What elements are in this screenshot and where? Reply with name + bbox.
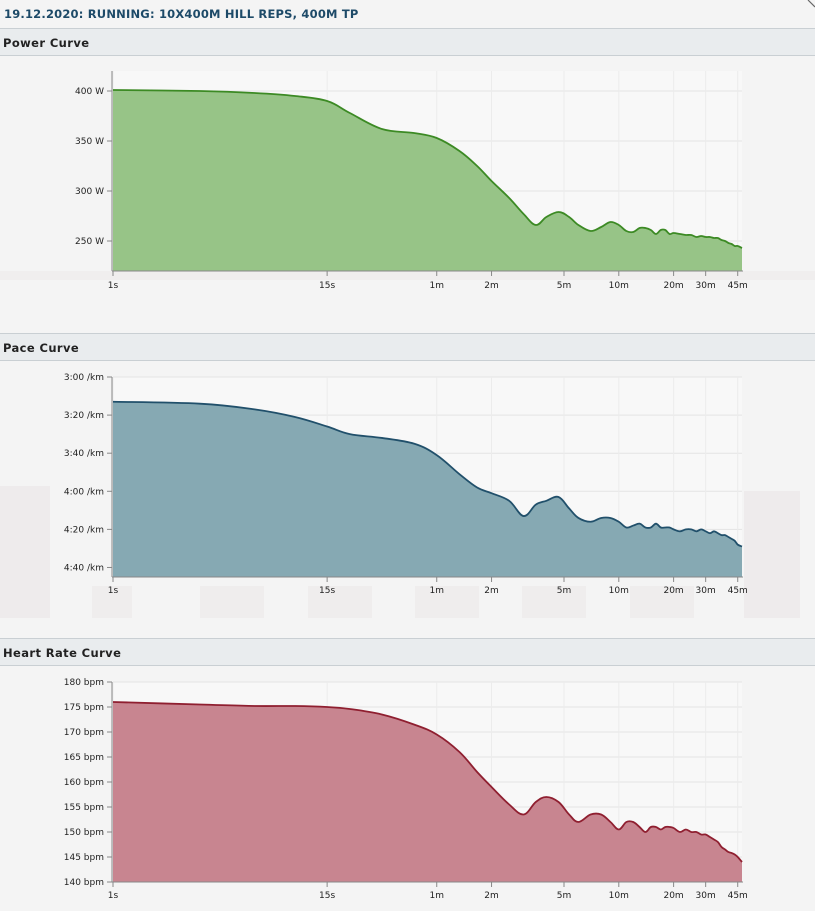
background-block bbox=[630, 586, 694, 618]
y-tick-label: 300 W bbox=[75, 187, 104, 197]
pace-curve-title: Pace Curve bbox=[3, 341, 80, 355]
background-block bbox=[92, 586, 132, 618]
x-tick-label: 5m bbox=[557, 586, 572, 596]
x-tick-label: 2m bbox=[484, 281, 499, 291]
y-tick-label: 4:20 /km bbox=[64, 525, 104, 535]
area-fill bbox=[113, 90, 742, 271]
heart-rate-curve-chart: 140 bpm 145 bpm 150 bpm 155 bpm 160 bpm 165 b… bbox=[64, 678, 748, 901]
x-tick-label: 1s bbox=[108, 281, 119, 291]
y-tick-label: 3:20 /km bbox=[64, 411, 104, 421]
x-tick-label: 5m bbox=[557, 891, 572, 901]
x-tick-label: 30m bbox=[696, 891, 716, 901]
y-tick-label: 4:40 /km bbox=[64, 563, 104, 573]
background-block bbox=[308, 586, 372, 618]
x-tick-label: 5m bbox=[557, 281, 572, 291]
x-tick-label: 20m bbox=[663, 281, 683, 291]
x-tick-label: 30m bbox=[696, 586, 716, 596]
pace-curve-chart: 3:00 /km 3:20 /km 3:40 /km 4:00 /km 4:20 /km… bbox=[0, 373, 800, 618]
y-tick-label: 250 W bbox=[75, 237, 104, 247]
x-tick-label: 10m bbox=[609, 281, 629, 291]
x-tick-label: 45m bbox=[728, 891, 748, 901]
y-tick-label: 3:00 /km bbox=[64, 373, 104, 383]
x-tick-label: 2m bbox=[484, 891, 499, 901]
x-tick-label: 1m bbox=[429, 891, 444, 901]
heart-rate-curve-header[interactable]: Heart Rate Curve bbox=[0, 638, 815, 666]
power-curve-header[interactable]: Power Curve bbox=[0, 28, 815, 56]
y-tick-label: 3:40 /km bbox=[64, 449, 104, 459]
x-tick-label: 10m bbox=[609, 586, 629, 596]
series-line bbox=[112, 701, 743, 863]
x-tick-label: 45m bbox=[728, 586, 748, 596]
x-tick-label: 15s bbox=[319, 281, 335, 291]
x-tick-label: 20m bbox=[663, 586, 683, 596]
x-tick-label: 1m bbox=[429, 281, 444, 291]
resize-corner-icon[interactable] bbox=[805, 0, 815, 10]
y-tick-label: 170 bpm bbox=[64, 728, 104, 738]
page-title: 19.12.2020: RUNNING: 10X400M HILL REPS, … bbox=[4, 7, 359, 21]
background-strip bbox=[0, 271, 815, 280]
y-tick-label: 350 W bbox=[75, 137, 104, 147]
background-block bbox=[522, 586, 586, 618]
pace-curve-header[interactable]: Pace Curve bbox=[0, 333, 815, 361]
x-tick-label: 15s bbox=[319, 586, 335, 596]
x-tick-label: 1s bbox=[108, 891, 119, 901]
area-fill bbox=[113, 401, 742, 577]
power-curve-chart: 250 W 300 W 350 W 400 W 1s 15s 1m 2m 5m 10m 20m 30m… bbox=[0, 71, 815, 291]
y-tick-label: 145 bpm bbox=[64, 853, 104, 863]
x-tick-label: 1m bbox=[429, 586, 444, 596]
page-header: 19.12.2020: RUNNING: 10X400M HILL REPS, … bbox=[0, 0, 815, 29]
heart-rate-curve-title: Heart Rate Curve bbox=[3, 646, 122, 660]
y-tick-label: 180 bpm bbox=[64, 678, 104, 688]
y-tick-label: 4:00 /km bbox=[64, 487, 104, 497]
y-tick-label: 400 W bbox=[75, 87, 104, 97]
y-tick-label: 165 bpm bbox=[64, 753, 104, 763]
y-tick-label: 150 bpm bbox=[64, 828, 104, 838]
background-block bbox=[744, 491, 800, 618]
area-fill bbox=[113, 702, 742, 882]
x-tick-label: 15s bbox=[319, 891, 335, 901]
background-block bbox=[415, 586, 479, 618]
y-tick-label: 175 bpm bbox=[64, 703, 104, 713]
background-block bbox=[200, 586, 264, 618]
background-block bbox=[0, 486, 50, 618]
series-line bbox=[112, 89, 743, 249]
y-tick-label: 140 bpm bbox=[64, 878, 104, 888]
x-tick-label: 20m bbox=[663, 891, 683, 901]
series-line bbox=[112, 400, 743, 548]
x-tick-label: 10m bbox=[609, 891, 629, 901]
power-curve-title: Power Curve bbox=[3, 36, 90, 50]
x-tick-label: 30m bbox=[696, 281, 716, 291]
y-tick-label: 155 bpm bbox=[64, 803, 104, 813]
x-tick-label: 2m bbox=[484, 586, 499, 596]
x-tick-label: 1s bbox=[108, 586, 119, 596]
y-tick-label: 160 bpm bbox=[64, 778, 104, 788]
x-tick-label: 45m bbox=[728, 281, 748, 291]
